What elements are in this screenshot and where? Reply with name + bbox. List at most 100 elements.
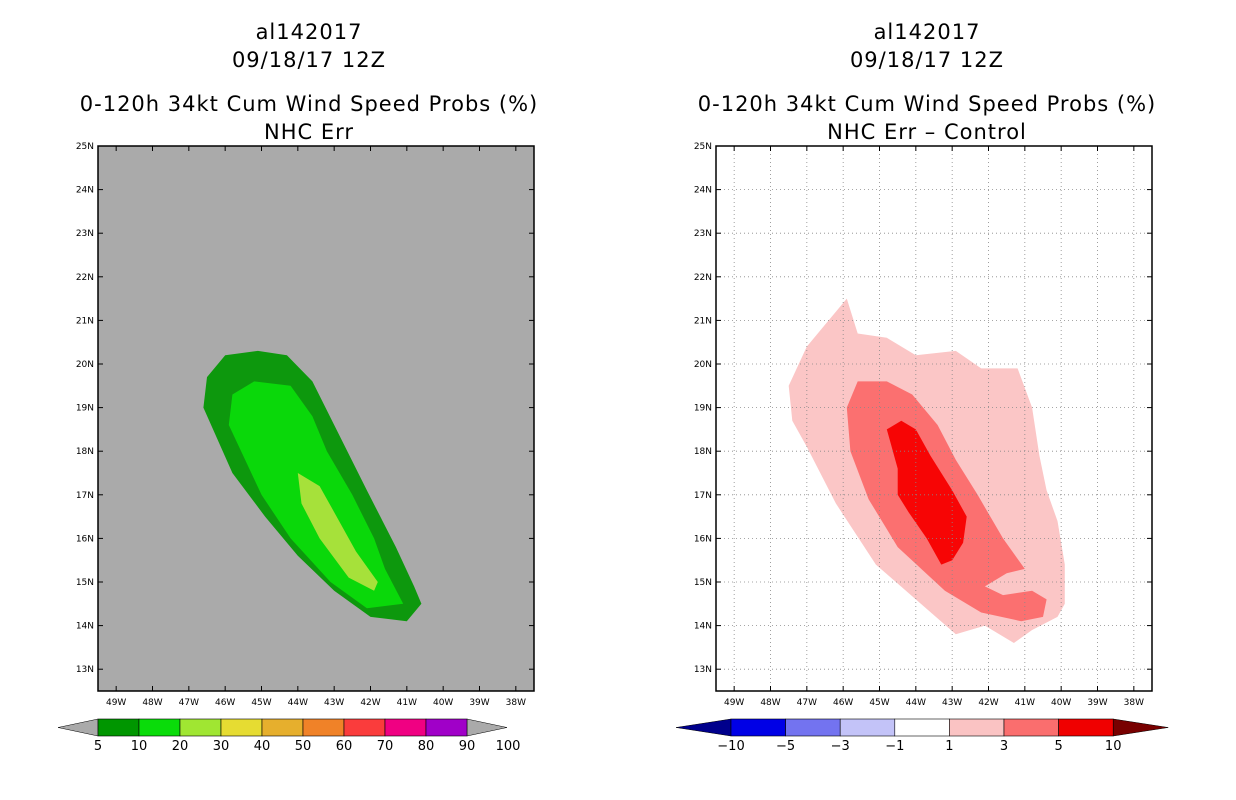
left-date: 09/18/17 12Z <box>231 48 387 72</box>
x-tick-label: 45W <box>869 698 889 708</box>
colorbar-swatch <box>179 718 222 737</box>
colorbar-swatch <box>261 718 304 737</box>
y-tick-label: 17N <box>694 491 712 501</box>
right-storm-id: al142017 <box>873 20 981 44</box>
colorbar-swatch <box>785 718 841 737</box>
x-tick-label: 39W <box>1087 698 1107 708</box>
y-tick-label: 23N <box>694 229 712 239</box>
y-tick-label: 22N <box>694 273 712 283</box>
y-tick-label: 18N <box>694 447 712 457</box>
y-tick-label: 21N <box>76 316 94 326</box>
colorbar-arrow-right <box>466 718 508 737</box>
colorbar-label: −5 <box>776 739 795 754</box>
y-tick-label: 25N <box>694 142 712 152</box>
colorbar-swatch <box>343 718 386 737</box>
x-tick-label: 40W <box>433 698 453 708</box>
y-tick-label: 16N <box>76 534 94 544</box>
x-tick-label: 39W <box>469 698 489 708</box>
y-tick-label: 15N <box>694 578 712 588</box>
y-tick-label: 16N <box>694 534 712 544</box>
colorbar-label: −10 <box>717 739 744 754</box>
colorbar: −10 −5 −3 −1 1 3 5 10 <box>675 718 1169 754</box>
y-tick-label: 19N <box>76 404 94 414</box>
y-tick-label: 14N <box>76 622 94 632</box>
colorbar-label: 5 <box>94 739 102 754</box>
colorbar-label: 1 <box>945 739 953 754</box>
plot-frame <box>715 145 1153 692</box>
colorbar-swatch <box>730 718 786 737</box>
y-tick-label: 20N <box>694 360 712 370</box>
colorbar-arrow-left <box>57 718 99 737</box>
x-tick-label: 45W <box>251 698 271 708</box>
colorbar-swatch <box>384 718 427 737</box>
colorbar-swatch <box>220 718 263 737</box>
colorbar-arrow-right <box>1112 718 1169 737</box>
colorbar-label: −1 <box>885 739 904 754</box>
x-tick-label: 38W <box>506 698 526 708</box>
x-tick-label: 48W <box>760 698 780 708</box>
colorbar-swatch <box>97 718 140 737</box>
colorbar-label: 90 <box>459 739 476 754</box>
colorbar-arrow-left <box>675 718 732 737</box>
left-chart-subtitle: NHC Err <box>263 120 354 144</box>
y-tick-label: 18N <box>76 447 94 457</box>
colorbar-swatch <box>138 718 181 737</box>
left-chart-title: 0-120h 34kt Cum Wind Speed Probs (%) <box>79 92 539 116</box>
colorbar-label: 40 <box>254 739 271 754</box>
colorbar-label: 60 <box>336 739 353 754</box>
colorbar-label: 20 <box>172 739 189 754</box>
x-tick-label: 41W <box>397 698 417 708</box>
x-tick-label: 42W <box>360 698 380 708</box>
y-tick-label: 19N <box>694 404 712 414</box>
contour-5-10 <box>886 420 967 565</box>
x-tick-label: 48W <box>142 698 162 708</box>
colorbar-swatch <box>302 718 345 737</box>
contour-20-30 <box>297 473 378 591</box>
x-tick-label: 49W <box>106 698 126 708</box>
colorbar-label: 10 <box>131 739 148 754</box>
colorbar-label: 3 <box>1000 739 1008 754</box>
colorbar-swatch <box>894 718 950 737</box>
right-chart-subtitle: NHC Err – Control <box>827 120 1027 144</box>
left-storm-id: al142017 <box>255 20 363 44</box>
y-tick-label: 22N <box>76 273 94 283</box>
x-tick-label: 46W <box>215 698 235 708</box>
y-tick-label: 20N <box>76 360 94 370</box>
colorbar-label: 10 <box>1105 739 1122 754</box>
x-tick-label: 44W <box>288 698 308 708</box>
panel-2: 49W 48W 47W 46W 45W 44W 43W 42W 41W 40W 39W 38W 13N 1… <box>675 142 1169 754</box>
colorbar-label: 80 <box>418 739 435 754</box>
x-tick-label: 43W <box>942 698 962 708</box>
y-tick-label: 25N <box>76 142 94 152</box>
x-tick-label: 38W <box>1124 698 1144 708</box>
panel-1: 49W 48W 47W 46W 45W 44W 43W 42W 41W 40W 39W 38W 13N 1… <box>57 142 535 754</box>
y-tick-label: 13N <box>76 665 94 675</box>
colorbar-label: 50 <box>295 739 312 754</box>
y-tick-label: 17N <box>76 491 94 501</box>
x-tick-label: 47W <box>179 698 199 708</box>
right-chart-title: 0-120h 34kt Cum Wind Speed Probs (%) <box>697 92 1157 116</box>
x-tick-label: 40W <box>1051 698 1071 708</box>
colorbar-swatch <box>425 718 468 737</box>
colorbar-swatch <box>949 718 1005 737</box>
x-tick-label: 43W <box>324 698 344 708</box>
colorbar-label: 5 <box>1054 739 1062 754</box>
y-tick-label: 21N <box>694 316 712 326</box>
right-date: 09/18/17 12Z <box>849 48 1005 72</box>
x-tick-label: 47W <box>797 698 817 708</box>
y-tick-label: 24N <box>694 186 712 196</box>
x-tick-label: 41W <box>1015 698 1035 708</box>
colorbar-label: 70 <box>377 739 394 754</box>
colorbar-swatch <box>1058 718 1114 737</box>
y-tick-label: 15N <box>76 578 94 588</box>
colorbar-label: −3 <box>831 739 850 754</box>
y-tick-label: 14N <box>694 622 712 632</box>
plot-frame <box>97 145 535 692</box>
colorbar-label: 100 <box>496 739 521 754</box>
colorbar-swatch <box>1003 718 1059 737</box>
x-tick-label: 42W <box>978 698 998 708</box>
x-tick-label: 46W <box>833 698 853 708</box>
colorbar-swatch <box>839 718 896 737</box>
x-tick-label: 44W <box>906 698 926 708</box>
